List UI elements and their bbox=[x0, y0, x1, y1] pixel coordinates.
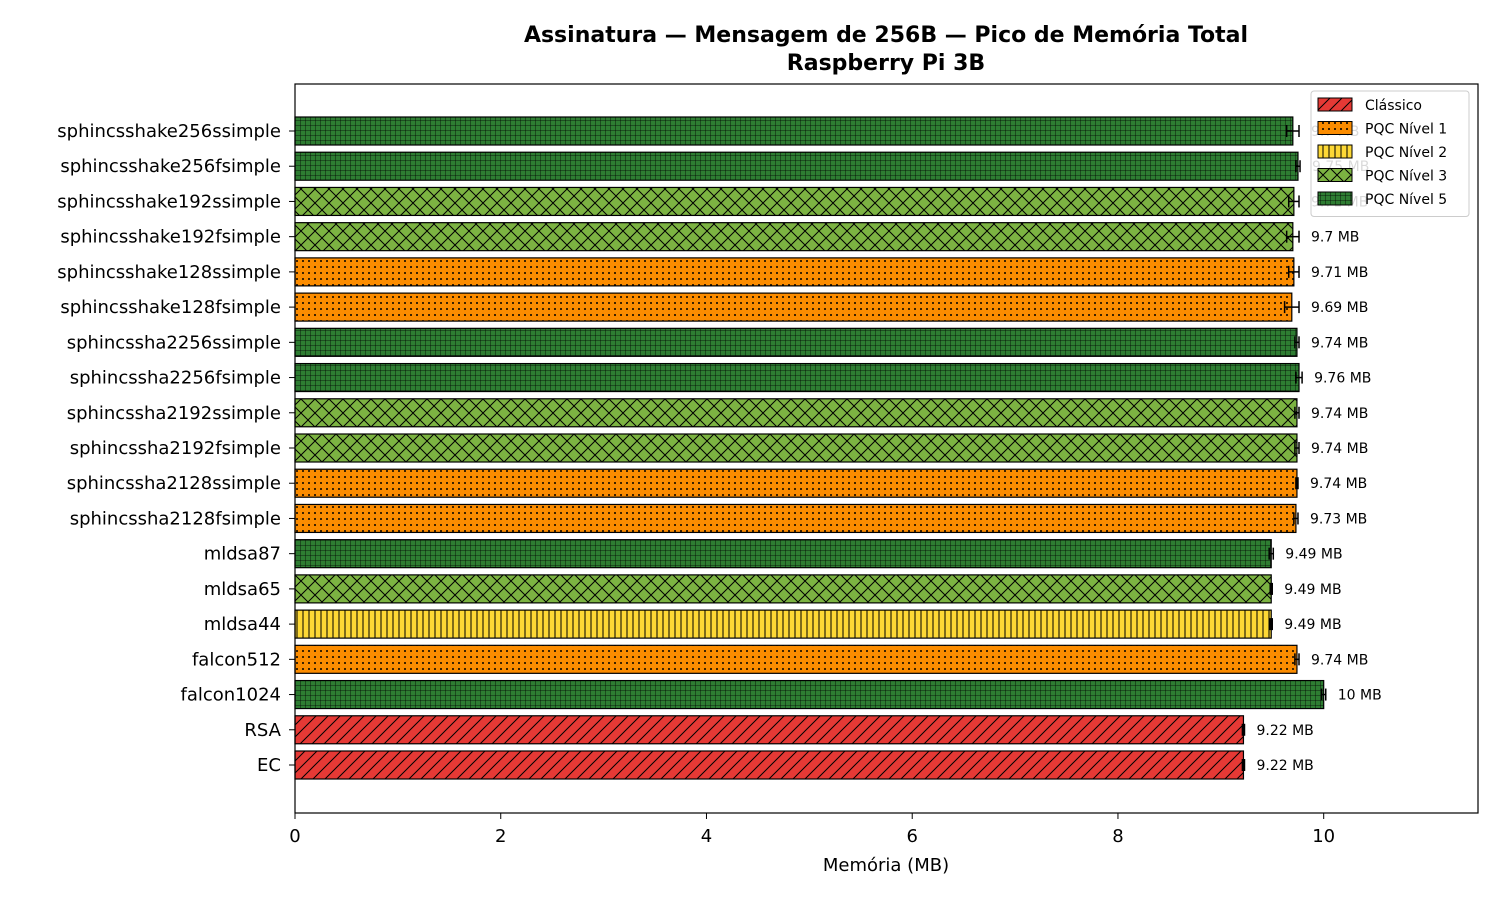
x-tick-label-4: 4 bbox=[701, 826, 712, 847]
bar-sphincsshake192fsimple bbox=[294, 222, 1294, 252]
error-bar-sphincssha2128ssimple bbox=[1295, 477, 1299, 490]
bar-sphincssha2256ssimple bbox=[294, 327, 1298, 357]
chart-subtitle: Raspberry Pi 3B bbox=[787, 51, 985, 76]
value-label-sphincssha2192fsimple: 9.74 MB bbox=[1311, 441, 1368, 457]
x-axis-label: Memória (MB) bbox=[823, 855, 949, 876]
error-bar-mldsa87 bbox=[1268, 547, 1275, 560]
bars-layer: 9.7 MB9.75 MB9.71 MB9.7 MB9.71 MB9.69 MB… bbox=[294, 116, 1382, 780]
error-bar-RSA bbox=[1241, 723, 1246, 736]
value-label-sphincsshake192fsimple: 9.7 MB bbox=[1311, 230, 1359, 246]
y-tick-label-sphincssha2256ssimple: sphincssha2256ssimple bbox=[67, 332, 281, 353]
y-tick-label-falcon512: falcon512 bbox=[192, 649, 281, 670]
error-bar-mldsa65 bbox=[1269, 582, 1274, 595]
bar-RSA bbox=[294, 715, 1245, 745]
x-tick-label-2: 2 bbox=[495, 826, 506, 847]
legend-swatch-nivel1 bbox=[1317, 121, 1353, 135]
bar-EC bbox=[294, 750, 1245, 780]
value-label-sphincsshake128fsimple: 9.69 MB bbox=[1311, 300, 1368, 316]
bar-sphincssha2192ssimple bbox=[294, 398, 1298, 428]
y-tick-label-mldsa44: mldsa44 bbox=[204, 614, 281, 635]
error-bar-sphincsshake128ssimple bbox=[1287, 265, 1300, 278]
y-tick-label-sphincssha2192ssimple: sphincssha2192ssimple bbox=[67, 403, 281, 424]
legend-label-nivel2: PQC Nível 2 bbox=[1365, 145, 1447, 161]
legend-label-classico: Clássico bbox=[1365, 98, 1422, 114]
bar-mldsa65 bbox=[294, 574, 1272, 604]
bar-sphincssha2128ssimple bbox=[294, 468, 1298, 498]
bar-sphincsshake192ssimple bbox=[294, 186, 1295, 217]
bar-sphincsshake128fsimple bbox=[294, 292, 1293, 322]
value-label-mldsa87: 9.49 MB bbox=[1285, 547, 1342, 563]
y-tick-label-sphincsshake256ssimple: sphincsshake256ssimple bbox=[57, 121, 281, 142]
plot-frame bbox=[294, 83, 1479, 814]
legend-label-nivel3: PQC Nível 3 bbox=[1365, 169, 1447, 185]
bar-mldsa44 bbox=[294, 609, 1272, 639]
x-tick-label-8: 8 bbox=[1112, 826, 1123, 847]
value-label-mldsa65: 9.49 MB bbox=[1284, 582, 1341, 598]
value-label-mldsa44: 9.49 MB bbox=[1284, 617, 1341, 633]
value-label-sphincsshake128ssimple: 9.71 MB bbox=[1311, 265, 1368, 281]
x-tick-label-0: 0 bbox=[289, 826, 300, 847]
y-tick-label-sphincsshake192fsimple: sphincsshake192fsimple bbox=[60, 227, 281, 248]
error-bar-sphincssha2192fsimple bbox=[1294, 442, 1300, 454]
error-bar-sphincsshake128fsimple bbox=[1283, 301, 1300, 314]
legend-swatch-nivel2 bbox=[1317, 144, 1353, 159]
error-bar-sphincsshake256ssimple bbox=[1285, 125, 1300, 137]
bar-sphincssha2192fsimple bbox=[294, 433, 1298, 463]
chart-title: Assinatura — Mensagem de 256B — Pico de … bbox=[524, 23, 1248, 48]
y-axis: sphincsshake256ssimple sphincsshake256fsi… bbox=[57, 121, 295, 776]
legend-label-nivel1: PQC Nível 1 bbox=[1365, 122, 1447, 138]
legend-swatch-nivel3 bbox=[1317, 168, 1353, 182]
value-label-sphincssha2128ssimple: 9.74 MB bbox=[1310, 476, 1367, 492]
bar-sphincsshake256fsimple bbox=[294, 151, 1299, 181]
y-tick-label-sphincsshake128ssimple: sphincsshake128ssimple bbox=[57, 262, 281, 283]
error-bar-sphincssha2128fsimple bbox=[1293, 512, 1299, 525]
y-tick-label-sphincssha2192fsimple: sphincssha2192fsimple bbox=[70, 438, 281, 459]
x-tick-label-10: 10 bbox=[1312, 826, 1335, 847]
error-bar-sphincsshake192fsimple bbox=[1285, 230, 1300, 243]
bar-falcon1024 bbox=[294, 679, 1325, 710]
error-bar-sphincssha2256fsimple bbox=[1295, 371, 1303, 384]
legend: Clássico PQC Nível 1 PQC Nível 2 PQC Nível … bbox=[1310, 90, 1470, 217]
x-tick-label-6: 6 bbox=[906, 826, 917, 847]
error-bar-sphincssha2192ssimple bbox=[1294, 406, 1300, 419]
error-bar-sphincsshake192ssimple bbox=[1287, 195, 1300, 208]
bar-sphincsshake128ssimple bbox=[294, 257, 1295, 287]
y-tick-label-RSA: RSA bbox=[244, 720, 281, 741]
y-tick-label-sphincsshake128fsimple: sphincsshake128fsimple bbox=[60, 297, 281, 318]
y-tick-label-sphincssha2256fsimple: sphincssha2256fsimple bbox=[70, 368, 281, 389]
error-bar-falcon512 bbox=[1294, 653, 1300, 666]
y-tick-label-EC: EC bbox=[257, 755, 281, 776]
legend-swatch-classico bbox=[1317, 97, 1353, 112]
y-tick-label-sphincssha2128fsimple: sphincssha2128fsimple bbox=[70, 508, 281, 529]
bar-sphincssha2128fsimple bbox=[294, 503, 1297, 534]
error-bar-sphincsshake256fsimple bbox=[1295, 160, 1301, 173]
error-bar-mldsa44 bbox=[1269, 618, 1274, 631]
value-label-EC: 9.22 MB bbox=[1256, 758, 1313, 774]
legend-swatch-nivel5 bbox=[1317, 191, 1353, 206]
y-tick-label-sphincsshake256fsimple: sphincsshake256fsimple bbox=[60, 156, 281, 177]
legend-label-nivel5: PQC Nível 5 bbox=[1365, 192, 1447, 208]
error-bar-sphincssha2256ssimple bbox=[1294, 336, 1300, 349]
bar-falcon512 bbox=[294, 644, 1298, 674]
bar-mldsa87 bbox=[294, 539, 1272, 569]
y-tick-label-sphincssha2128ssimple: sphincssha2128ssimple bbox=[67, 473, 281, 494]
value-label-sphincssha2256fsimple: 9.76 MB bbox=[1314, 371, 1371, 387]
value-label-sphincssha2192ssimple: 9.74 MB bbox=[1311, 406, 1368, 422]
y-tick-label-mldsa87: mldsa87 bbox=[204, 544, 281, 565]
x-axis: 0 2 4 6 8 10 bbox=[289, 813, 1335, 847]
bar-sphincsshake256ssimple bbox=[294, 116, 1294, 146]
error-bar-EC bbox=[1241, 759, 1246, 771]
value-label-falcon512: 9.74 MB bbox=[1311, 652, 1368, 668]
value-label-sphincssha2128fsimple: 9.73 MB bbox=[1310, 511, 1367, 527]
value-label-RSA: 9.22 MB bbox=[1256, 723, 1313, 739]
y-tick-label-mldsa65: mldsa65 bbox=[204, 579, 281, 600]
value-label-sphincssha2256ssimple: 9.74 MB bbox=[1311, 335, 1368, 351]
error-bar-falcon1024 bbox=[1320, 688, 1327, 701]
y-tick-label-sphincsshake192ssimple: sphincsshake192ssimple bbox=[57, 191, 281, 212]
y-tick-label-falcon1024: falcon1024 bbox=[181, 685, 282, 706]
value-label-falcon1024: 10 MB bbox=[1338, 688, 1382, 704]
bar-sphincssha2256fsimple bbox=[294, 362, 1300, 393]
